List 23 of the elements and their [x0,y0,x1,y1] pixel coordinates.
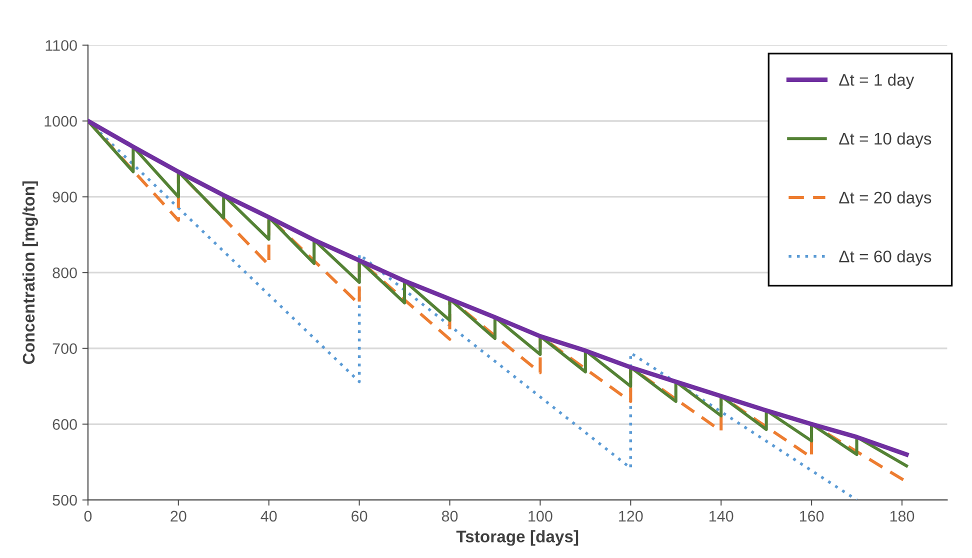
x-tick-label: 0 [84,510,92,522]
y-tick-label: 1000 [44,116,77,127]
x-axis-title: Tstorage [days] [456,530,578,546]
y-tick-label: 800 [52,267,77,278]
x-tick-label: 80 [442,510,458,522]
y-tick-label: 600 [52,419,77,430]
legend-label: Δt = 1 day [839,74,914,90]
x-tick-label: 60 [352,510,368,522]
x-tick-label: 140 [710,510,734,522]
legend-label: Δt = 20 days [839,191,932,207]
y-axis-title: Concentration [mg/ton] [22,181,38,364]
legend-label: Δt = 10 days [839,132,932,148]
x-tick-label: 120 [619,510,643,522]
x-tick-label: 180 [890,510,914,522]
x-tick-label: 20 [170,510,186,522]
y-tick-label: 500 [52,494,77,506]
y-tick-label: 900 [52,192,77,202]
legend-label: Δt = 60 days [839,250,932,266]
x-tick-label: 40 [260,510,277,522]
x-tick-label: 160 [800,510,824,522]
y-tick-label: 700 [52,343,77,354]
y-tick-label: 1100 [46,40,77,51]
x-tick-label: 100 [528,510,552,522]
